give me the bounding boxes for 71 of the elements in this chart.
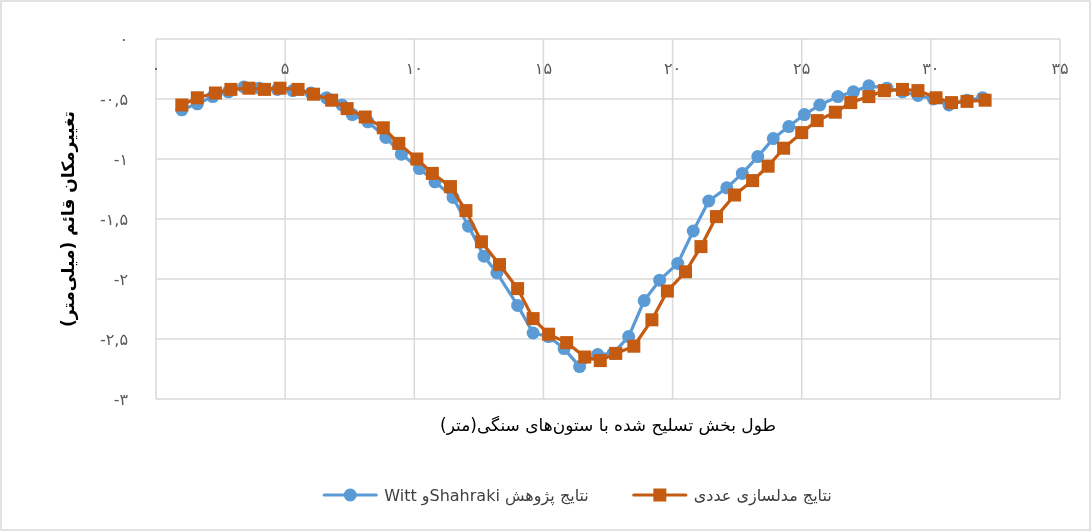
point [526,312,540,326]
y-tick-label: ۰ [119,30,128,49]
point [777,141,791,155]
point [782,120,796,134]
y-axis-title: تغییرمکان قائم (میلی‌متر) [58,111,79,327]
y-tick-label: -۱,۵ [99,210,128,229]
point [862,90,876,104]
point [766,132,780,146]
y-tick-label: -۱ [113,150,128,169]
point [761,159,775,173]
x-tick-label: ۳۰ [922,59,940,78]
point [702,194,716,208]
point [560,336,574,350]
point [376,121,390,135]
point [443,180,457,194]
point [477,249,491,263]
point [694,240,708,254]
point [593,354,607,368]
point [828,105,842,119]
point [511,298,525,312]
point [813,98,827,112]
y-tick-label: -۰,۵ [99,90,128,109]
point [844,96,858,110]
point [358,110,372,124]
point [493,258,507,272]
point [709,210,723,224]
point [751,150,765,164]
x-tick-label: ۲۵ [793,59,811,78]
x-tick-label: ۵ [280,59,290,78]
point [190,91,204,105]
point [735,166,749,180]
point [526,326,540,340]
point [678,265,692,279]
point [511,282,525,296]
legend-label: نتایج پژوهش Shahrakiو Witt [384,486,589,506]
y-tick-label: -۳ [113,390,129,409]
x-tick-label: ۰ [151,59,161,78]
point [175,98,189,112]
point [291,82,305,96]
point [660,284,674,298]
point [911,84,925,98]
point [746,174,760,188]
point [325,93,339,107]
point [242,81,256,95]
y-tick-label: -۲,۵ [99,330,128,349]
y-tick-label: -۲ [113,270,128,289]
x-tick-label: ۲۰ [663,59,682,78]
point [257,82,271,96]
x-tick-label: ۱۰ [405,59,423,78]
legend-label: نتایج مدلسازی عددی [693,486,832,506]
x-tick-label: ۳۵ [1051,59,1069,78]
point [340,102,354,116]
point [474,235,488,249]
point [810,114,824,128]
point [728,188,742,202]
point [392,136,406,150]
point [425,166,439,180]
point [627,339,641,353]
point [459,204,473,218]
point [797,108,811,122]
point [645,313,659,327]
point [410,152,424,166]
point [578,350,592,364]
point [686,224,700,238]
x-axis-title: طول بخش تسلیح شده با ستون‌های سنگی(متر) [440,415,776,436]
x-tick-label: ۱۵ [534,59,553,78]
point [208,86,222,100]
point [637,294,651,308]
point [653,273,667,287]
point [795,126,809,140]
point [831,90,845,104]
